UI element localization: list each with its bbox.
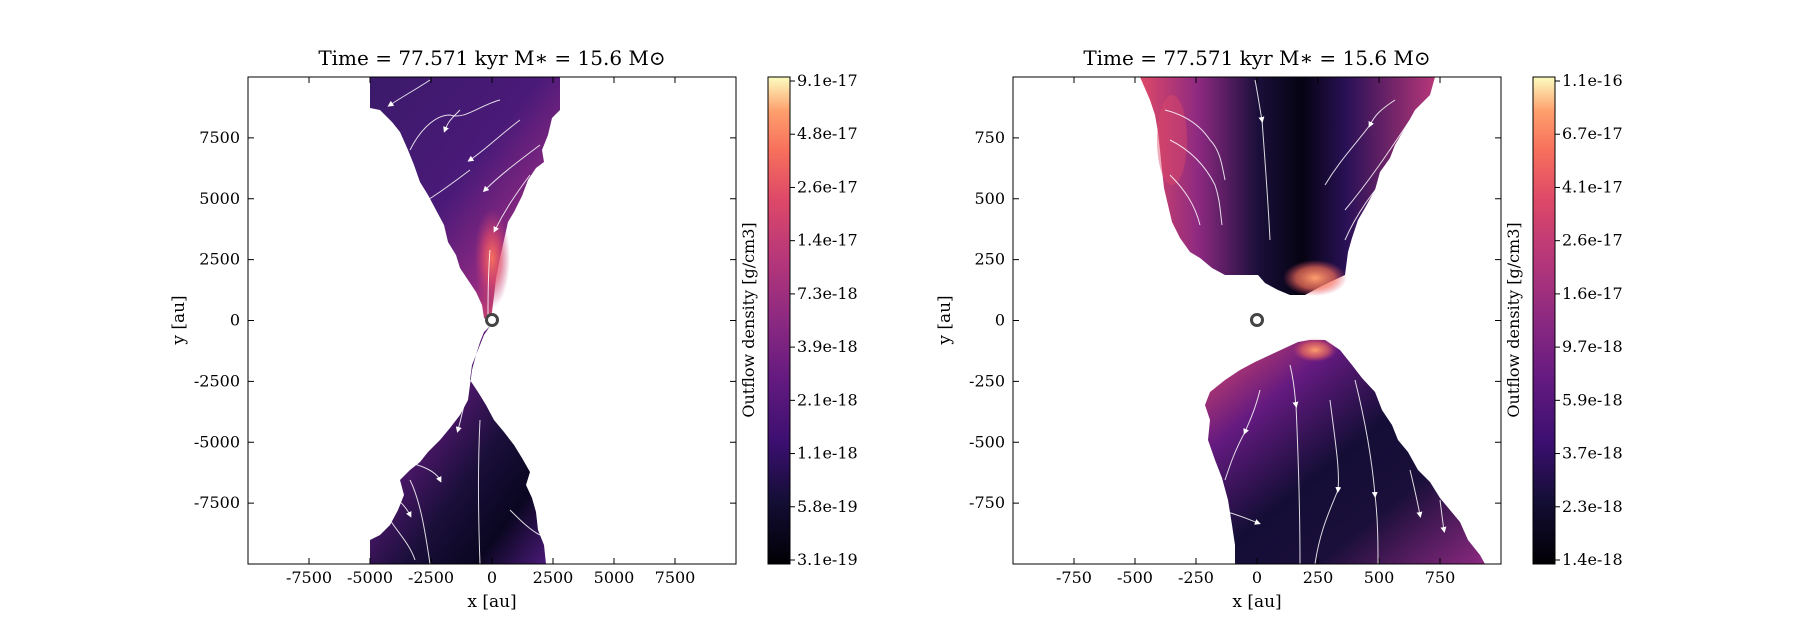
right-xtick-label: 0 (1252, 568, 1262, 587)
left-ytick-label: -5000 (194, 432, 240, 451)
right-ytick-label: 250 (974, 250, 1005, 269)
right-ytick-label: 0 (995, 311, 1005, 330)
left-xtick-label: -2500 (408, 568, 454, 587)
left-title: Time = 77.571 kyr M∗ = 15.6 M⊙ (318, 46, 665, 70)
left-xtick-label: -7500 (286, 568, 332, 587)
right-colorbar-ticks: 1.1e-16 6.7e-17 4.1e-17 2.6e-17 1.6e-17 9.7e-… (1555, 71, 1623, 569)
left-colorbar-tick-label: 4.8e-17 (797, 124, 858, 143)
left-xtick-label: 7500 (655, 568, 696, 587)
right-colorbar-label: Outflow density [g/cm3] (1504, 222, 1523, 417)
right-xtick-label: 750 (1425, 568, 1456, 587)
left-ticks: -7500 -5000 -2500 0 2500 5000 7500 7500 5000 2500… (194, 77, 736, 587)
left-ytick-label: -2500 (194, 371, 240, 390)
left-ylabel: y [au] (169, 295, 189, 345)
left-colorbar-tick-label: 3.1e-19 (797, 550, 858, 569)
right-density-map (1140, 77, 1485, 564)
left-colorbar-tick-label: 2.6e-17 (797, 177, 858, 196)
right-top-left-glow (1157, 95, 1187, 185)
left-xlabel: x [au] (467, 592, 516, 612)
right-title: Time = 77.571 kyr M∗ = 15.6 M⊙ (1083, 46, 1430, 70)
right-colorbar-tick-label: 6.7e-17 (1562, 124, 1623, 143)
right-xtick-label: 250 (1303, 568, 1334, 587)
left-colorbar (767, 76, 791, 565)
left-colorbar-tick-label: 9.1e-17 (797, 71, 858, 90)
right-ytick-label: 750 (974, 128, 1005, 147)
right-colorbar (1532, 76, 1556, 565)
left-colorbar-tick-label: 3.9e-18 (797, 337, 858, 356)
right-xtick-label: 500 (1364, 568, 1395, 587)
left-colorbar-tick-label: 5.8e-19 (797, 497, 858, 516)
right-xtick-label: -500 (1117, 568, 1153, 587)
right-xtick-label: -250 (1178, 568, 1214, 587)
right-lower-lobe (1205, 340, 1485, 564)
left-colorbar-label: Outflow density [g/cm3] (739, 222, 758, 417)
right-bottom-hotspot (1293, 338, 1337, 362)
right-xtick-label: -750 (1056, 568, 1092, 587)
left-colorbar-tick-label: 1.4e-17 (797, 231, 858, 250)
right-ticks: -750 -500 -250 0 250 500 750 750 500 250 0 -250 -500… (969, 77, 1501, 587)
right-xlabel: x [au] (1232, 592, 1281, 612)
right-streamlines (1164, 79, 1447, 564)
right-upper-lobe (1140, 77, 1435, 295)
right-ytick-label: -500 (969, 432, 1005, 451)
left-xtick-label: 0 (487, 568, 497, 587)
left-upper-lobe (370, 77, 560, 322)
right-colorbar-tick-label: 1.1e-16 (1562, 71, 1623, 90)
left-streamlines (379, 79, 541, 564)
left-ytick-label: 5000 (199, 189, 240, 208)
left-density-map (370, 77, 560, 564)
right-colorbar-tick-label: 2.6e-17 (1562, 231, 1623, 250)
left-colorbar-tick-label: 2.1e-18 (797, 390, 858, 409)
left-xtick-label: 5000 (594, 568, 635, 587)
right-colorbar-tick-label: 3.7e-18 (1562, 444, 1623, 463)
right-ylabel: y [au] (935, 295, 955, 345)
right-colorbar-tick-label: 5.9e-18 (1562, 390, 1623, 409)
left-colorbar-tick-label: 1.1e-18 (797, 444, 858, 463)
left-ytick-label: -7500 (194, 493, 240, 512)
left-lower-lobe (370, 326, 546, 564)
left-xtick-label: -5000 (347, 568, 393, 587)
left-ytick-label: 0 (230, 311, 240, 330)
left-ytick-label: 7500 (199, 128, 240, 147)
left-star-marker (485, 313, 499, 327)
left-hotspot (474, 208, 510, 308)
right-top-hotspot (1283, 260, 1347, 296)
right-ytick-label: -250 (969, 371, 1005, 390)
right-ytick-label: 500 (974, 189, 1005, 208)
right-colorbar-tick-label: 4.1e-17 (1562, 177, 1623, 196)
left-ytick-label: 2500 (199, 250, 240, 269)
left-colorbar-tick-label: 7.3e-18 (797, 284, 858, 303)
left-xtick-label: 2500 (533, 568, 574, 587)
right-ytick-label: -750 (969, 493, 1005, 512)
right-panel: Time = 77.571 kyr M∗ = 15.6 M⊙ (935, 46, 1623, 612)
right-star-marker (1250, 313, 1264, 327)
right-colorbar-tick-label: 1.6e-17 (1562, 284, 1623, 303)
right-colorbar-tick-label: 9.7e-18 (1562, 337, 1623, 356)
right-colorbar-tick-label: 1.4e-18 (1562, 550, 1623, 569)
right-colorbar-tick-label: 2.3e-18 (1562, 497, 1623, 516)
left-colorbar-ticks: 9.1e-17 4.8e-17 2.6e-17 1.4e-17 7.3e-18 3.9e-… (790, 71, 858, 569)
left-panel: Time = 77.571 kyr M∗ = 15.6 M⊙ (169, 46, 858, 612)
